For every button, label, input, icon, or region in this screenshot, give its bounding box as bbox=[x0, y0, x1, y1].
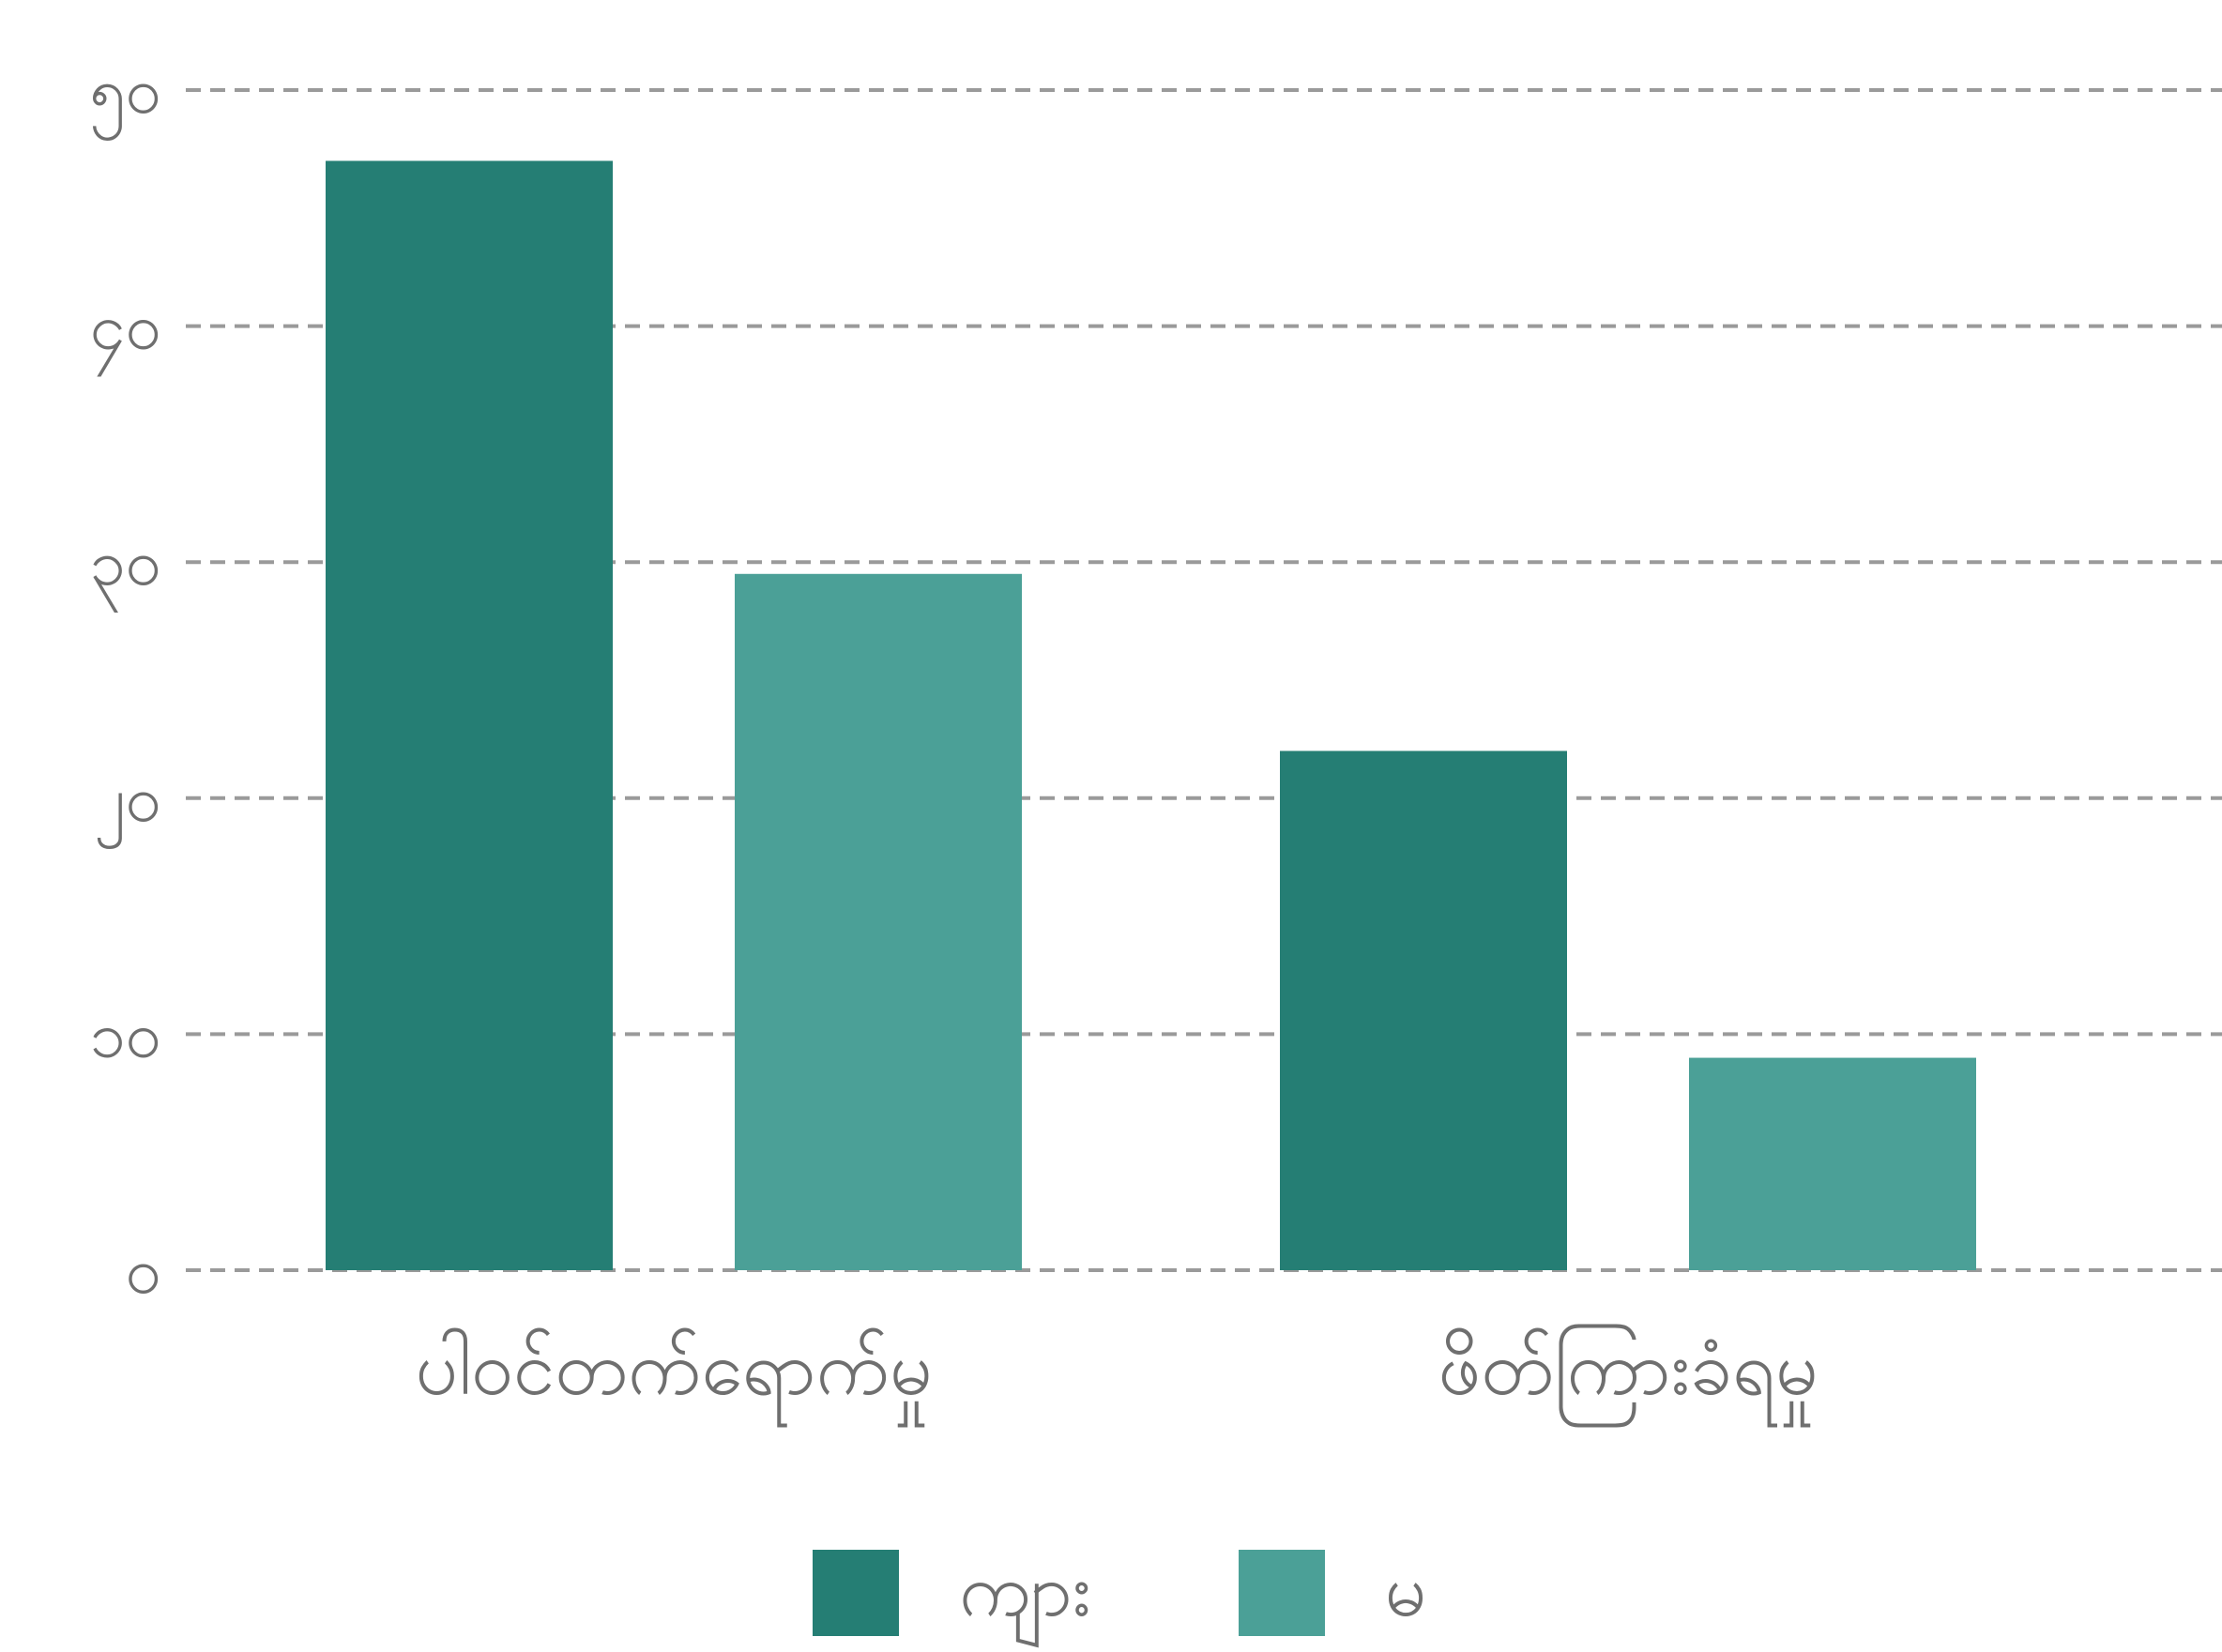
category-label-2: ဖိတ်ကြားခံရမှု bbox=[1438, 1324, 1818, 1427]
bar-1-1 bbox=[326, 160, 613, 1271]
x-axis: ပါဝင်တက်ရောက်မှု ဖိတ်ကြားခံရမှု bbox=[415, 1324, 1818, 1427]
y-tick-label-2: ၂၀ bbox=[94, 763, 161, 849]
y-axis: ၀ ၁၀ ၂၀ ၃၀ ၄၀ ၅၀ bbox=[90, 54, 162, 1309]
y-tick-label-0: ၀ bbox=[126, 1235, 161, 1309]
bar-2-1 bbox=[1280, 750, 1567, 1270]
legend: ကျား မ bbox=[813, 1549, 1427, 1647]
y-tick-label-1: ၁၀ bbox=[90, 998, 162, 1072]
legend-label-1: ကျား bbox=[959, 1549, 1091, 1647]
category-label-1: ပါဝင်တက်ရောက်မှု bbox=[415, 1325, 932, 1427]
y-tick-label-3: ၃၀ bbox=[90, 526, 162, 613]
legend-swatch-1 bbox=[813, 1550, 899, 1636]
y-tick-label-5: ၅၀ bbox=[90, 54, 162, 141]
bars bbox=[326, 160, 1976, 1271]
bar-1-2 bbox=[735, 573, 1022, 1270]
y-tick-label-4: ၄၀ bbox=[90, 291, 162, 377]
bar-2-2 bbox=[1689, 1057, 1976, 1270]
legend-label-2: မ bbox=[1385, 1549, 1427, 1633]
legend-swatch-2 bbox=[1239, 1550, 1325, 1636]
